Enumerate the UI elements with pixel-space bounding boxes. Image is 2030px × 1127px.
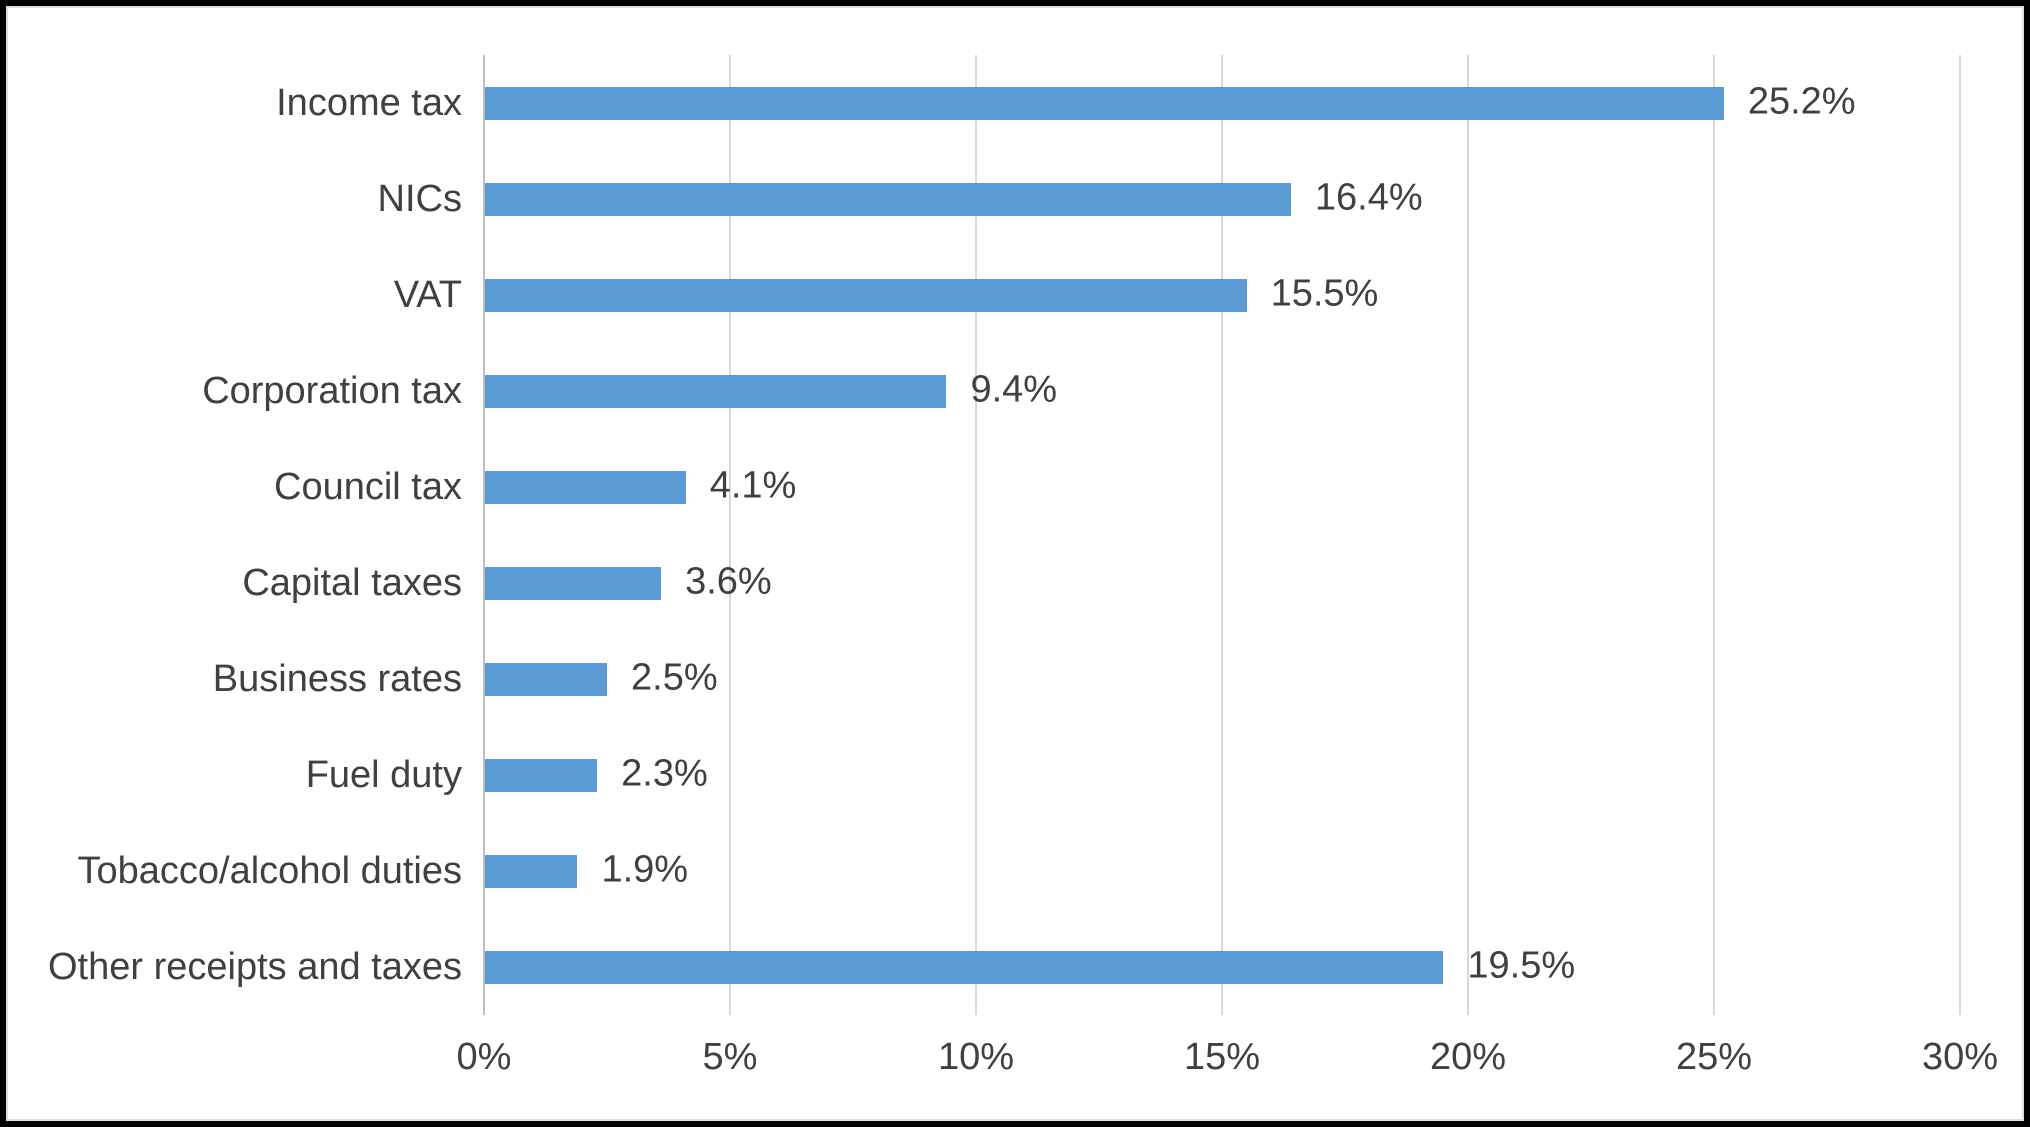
category-label: NICs bbox=[377, 177, 462, 220]
gridline bbox=[1221, 55, 1223, 1015]
x-tick-label: 25% bbox=[1675, 1036, 1753, 1078]
data-label: 25.2% bbox=[1747, 80, 1856, 123]
plot-area: 25.2% 16.4% 15.5% 9.4% 4.1% 3.6% 2.5% 2.3% 1.9% 1… bbox=[483, 55, 1961, 1015]
bar bbox=[484, 950, 1444, 984]
category-label: Capital taxes bbox=[242, 561, 462, 604]
category-label: Income tax bbox=[276, 81, 462, 124]
bar bbox=[484, 470, 686, 504]
category-label: Council tax bbox=[274, 465, 462, 508]
category-label: Other receipts and taxes bbox=[48, 945, 462, 988]
data-label: 2.5% bbox=[631, 656, 718, 699]
data-label: 15.5% bbox=[1270, 272, 1379, 315]
bar bbox=[484, 662, 607, 696]
x-tick-label: 15% bbox=[1183, 1036, 1261, 1078]
x-tick-label: 10% bbox=[937, 1036, 1015, 1078]
category-label: Fuel duty bbox=[305, 753, 462, 796]
category-label: Tobacco/alcohol duties bbox=[77, 849, 462, 892]
bar bbox=[484, 278, 1247, 312]
data-label: 4.1% bbox=[709, 464, 797, 507]
gridline bbox=[729, 55, 731, 1015]
bar bbox=[484, 854, 578, 888]
bar bbox=[484, 758, 598, 792]
category-label: Business rates bbox=[212, 657, 462, 700]
gridline bbox=[975, 55, 977, 1015]
category-axis: Income tax NICs VAT Corporation tax Council … bbox=[0, 55, 462, 1015]
category-label: Corporation tax bbox=[202, 369, 462, 412]
category-label: VAT bbox=[393, 273, 462, 316]
gridline bbox=[1959, 55, 1961, 1015]
bar bbox=[484, 566, 662, 600]
x-tick-label: 30% bbox=[1921, 1036, 1999, 1078]
data-label: 2.3% bbox=[621, 752, 708, 795]
bar bbox=[484, 86, 1724, 120]
bar bbox=[484, 182, 1291, 216]
data-label: 16.4% bbox=[1314, 176, 1423, 219]
data-label: 3.6% bbox=[685, 560, 772, 603]
data-label: 9.4% bbox=[970, 368, 1058, 411]
x-tick-label: 20% bbox=[1429, 1036, 1507, 1078]
gridline bbox=[1713, 55, 1715, 1015]
x-tick-label: 0% bbox=[456, 1036, 512, 1078]
x-tick-label: 5% bbox=[702, 1036, 758, 1078]
gridline bbox=[1467, 55, 1469, 1015]
bar bbox=[484, 374, 947, 408]
data-label: 1.9% bbox=[601, 848, 689, 891]
y-axis-line bbox=[483, 55, 485, 1015]
data-label: 19.5% bbox=[1467, 944, 1576, 987]
value-axis: 0% 5% 10% 15% 20% 25% 30% bbox=[0, 1036, 2030, 1096]
